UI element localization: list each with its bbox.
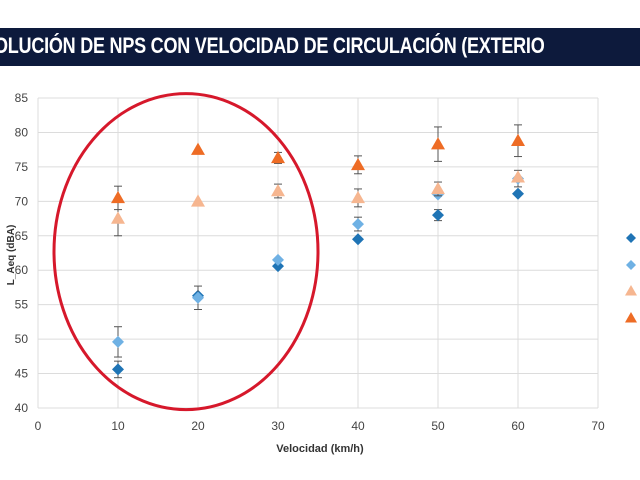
series-layer <box>111 124 525 379</box>
y-tick-label: 55 <box>15 298 29 312</box>
legend-marker <box>626 233 636 243</box>
data-point-diamond <box>112 363 124 376</box>
y-tick-label: 45 <box>15 367 29 381</box>
data-point-triangle <box>351 157 365 171</box>
x-tick-label: 0 <box>35 419 42 433</box>
data-point-triangle <box>511 170 525 183</box>
data-point-diamond <box>352 218 364 231</box>
x-tick-label: 20 <box>191 419 205 433</box>
data-point-triangle <box>191 142 205 155</box>
data-point-triangle <box>351 190 365 204</box>
data-point-triangle <box>191 194 205 207</box>
legend <box>625 233 637 323</box>
y-tick-label: 85 <box>15 91 29 105</box>
x-tick-label: 60 <box>511 419 525 433</box>
legend-marker <box>626 260 636 270</box>
data-point-triangle <box>271 150 285 164</box>
x-tick-label: 30 <box>271 419 285 433</box>
x-axis-label: Velocidad (km/h) <box>276 443 364 455</box>
data-point-diamond <box>272 260 284 273</box>
data-point-triangle <box>271 184 285 197</box>
legend-marker <box>625 285 637 296</box>
y-tick-label: 80 <box>15 125 29 139</box>
y-tick-label: 50 <box>15 332 29 346</box>
y-axis-label: L_Aeq (dBA) <box>6 225 17 286</box>
chart-grid <box>37 97 599 409</box>
y-tick-label: 40 <box>15 401 29 415</box>
data-point-triangle <box>511 133 525 146</box>
data-point-diamond <box>192 291 204 304</box>
axis-ticks: 40 45 50 55 60 65 70 75 80 85 0 10 20 30 40 50 60 70 <box>15 91 605 433</box>
title-banner: OLUCIÓN DE NPS CON VELOCIDAD DE CIRCULAC… <box>0 28 640 66</box>
data-point-diamond <box>432 209 444 222</box>
x-tick-label: 50 <box>431 419 445 433</box>
x-tick-label: 10 <box>111 419 125 433</box>
data-point-triangle <box>111 211 125 224</box>
y-tick-label: 65 <box>15 229 29 243</box>
y-tick-label: 70 <box>15 194 29 208</box>
series-3 <box>111 170 525 237</box>
x-tick-label: 40 <box>351 419 365 433</box>
highlight-ellipse <box>52 92 320 412</box>
data-point-diamond <box>272 253 284 266</box>
legend-marker <box>625 312 637 323</box>
data-point-diamond <box>352 233 364 246</box>
banner-title: OLUCIÓN DE NPS CON VELOCIDAD DE CIRCULAC… <box>0 33 545 58</box>
x-tick-label: 70 <box>591 419 605 433</box>
series-1 <box>112 187 524 379</box>
data-point-triangle <box>111 190 125 204</box>
series-4 <box>111 124 525 211</box>
data-point-triangle <box>431 181 445 195</box>
data-point-triangle <box>431 137 445 150</box>
highlight-layer <box>52 92 320 412</box>
y-tick-label: 60 <box>15 263 29 277</box>
y-tick-label: 75 <box>15 160 29 174</box>
data-point-diamond <box>512 187 524 200</box>
data-point-diamond <box>112 335 124 348</box>
